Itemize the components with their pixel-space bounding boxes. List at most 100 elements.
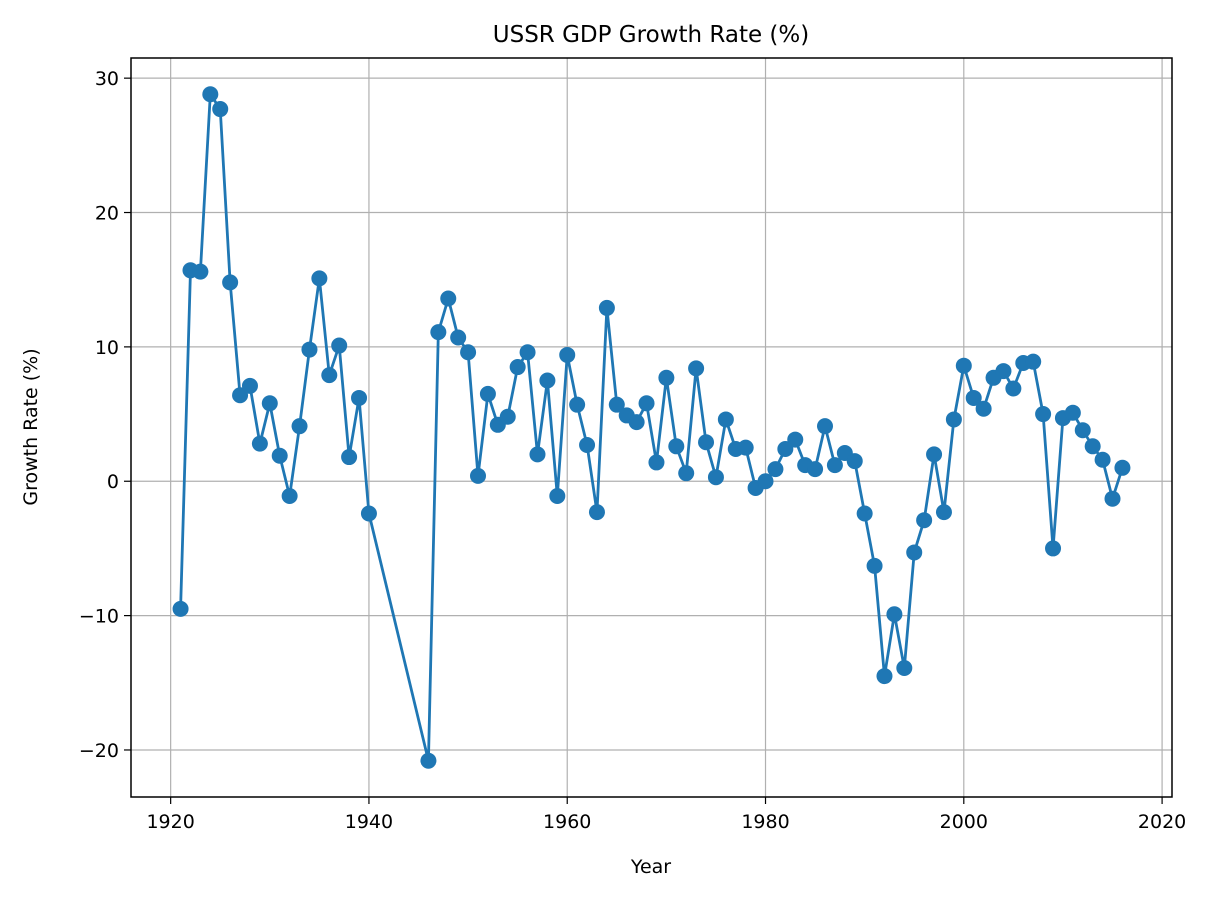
data-point <box>628 414 645 431</box>
data-point <box>579 436 596 453</box>
data-point <box>1114 459 1131 476</box>
data-point <box>935 504 952 521</box>
data-point <box>896 660 913 677</box>
y-tick-label: 0 <box>107 471 119 493</box>
data-point <box>291 418 308 435</box>
plot-frame <box>130 57 1173 798</box>
data-point <box>261 395 278 412</box>
data-point <box>539 372 556 389</box>
data-point <box>856 505 873 522</box>
data-point <box>460 344 477 361</box>
x-tick-label: 1960 <box>543 811 591 833</box>
x-tick-label: 2020 <box>1138 811 1186 833</box>
x-tick-label: 1980 <box>741 811 789 833</box>
data-point <box>648 454 665 471</box>
data-point <box>955 357 972 374</box>
data-point <box>1094 451 1111 468</box>
y-axis-title: Growth Rate (%) <box>20 348 42 505</box>
data-point <box>916 512 933 529</box>
x-tick-label: 1920 <box>146 811 194 833</box>
data-point <box>995 363 1012 380</box>
data-point <box>1025 353 1042 370</box>
data-point <box>241 377 258 394</box>
data-point <box>1005 380 1022 397</box>
data-point <box>281 488 298 505</box>
y-tick-label: 10 <box>95 337 119 359</box>
data-point <box>945 411 962 428</box>
data-point <box>529 446 546 463</box>
data-point <box>767 461 784 478</box>
data-point <box>172 600 189 617</box>
data-point <box>757 473 774 490</box>
data-point <box>866 557 883 574</box>
data-point <box>846 453 863 470</box>
data-point <box>479 385 496 402</box>
data-point <box>668 438 685 455</box>
data-point <box>598 299 615 316</box>
data-point <box>926 446 943 463</box>
data-point <box>331 337 348 354</box>
y-axis-ticks: −20 −10 0 10 20 30 <box>79 68 131 762</box>
data-point <box>351 389 368 406</box>
data-point <box>222 274 239 291</box>
data-point <box>1074 422 1091 439</box>
data-point <box>301 341 318 358</box>
data-point <box>202 86 219 103</box>
data-point <box>906 544 923 561</box>
y-tick-label: 30 <box>95 68 119 90</box>
data-point <box>688 360 705 377</box>
x-tick-label: 2000 <box>940 811 988 833</box>
data-point <box>1035 406 1052 423</box>
data-point <box>817 418 833 435</box>
data-point <box>430 324 447 341</box>
data-point <box>787 431 804 448</box>
data-point <box>608 396 625 413</box>
data-point <box>420 752 437 769</box>
data-point <box>638 395 655 412</box>
data-point <box>559 346 576 363</box>
data-point <box>717 411 734 428</box>
data-point <box>707 469 724 486</box>
data-point <box>698 434 715 451</box>
data-point <box>232 387 249 404</box>
data-point <box>192 263 209 280</box>
data-point <box>807 461 824 478</box>
data-point <box>212 101 229 118</box>
data-point <box>588 504 605 521</box>
grid-lines <box>131 58 1172 797</box>
data-point <box>440 290 457 307</box>
data-point <box>975 400 992 417</box>
data-point <box>499 408 516 425</box>
data-point <box>321 367 338 384</box>
data-point <box>876 668 893 685</box>
data-point <box>1104 490 1121 507</box>
data-point <box>1064 404 1081 421</box>
data-point <box>450 329 467 346</box>
data-point <box>658 369 675 386</box>
data-point <box>777 441 794 457</box>
x-axis-ticks: 1920 1940 1960 1980 2000 2020 <box>146 797 1186 833</box>
data-point <box>470 467 486 484</box>
chart-title: USSR GDP Growth Rate (%) <box>493 22 809 48</box>
data-point <box>826 457 843 474</box>
x-axis-title: Year <box>630 856 671 878</box>
data-point <box>519 344 536 361</box>
data-point <box>271 447 288 464</box>
series-layer <box>172 86 1131 769</box>
data-point <box>1045 540 1062 557</box>
data-point <box>360 505 377 522</box>
data-point <box>251 435 268 452</box>
y-tick-label: −20 <box>79 740 119 762</box>
data-point <box>311 270 328 287</box>
x-tick-label: 1940 <box>345 811 393 833</box>
data-point <box>965 389 982 406</box>
y-tick-label: 20 <box>95 203 119 225</box>
data-point <box>678 465 695 482</box>
y-tick-label: −10 <box>79 606 119 628</box>
data-point <box>549 488 566 505</box>
data-point <box>341 449 358 466</box>
data-point <box>1084 438 1101 455</box>
data-point <box>509 359 526 376</box>
